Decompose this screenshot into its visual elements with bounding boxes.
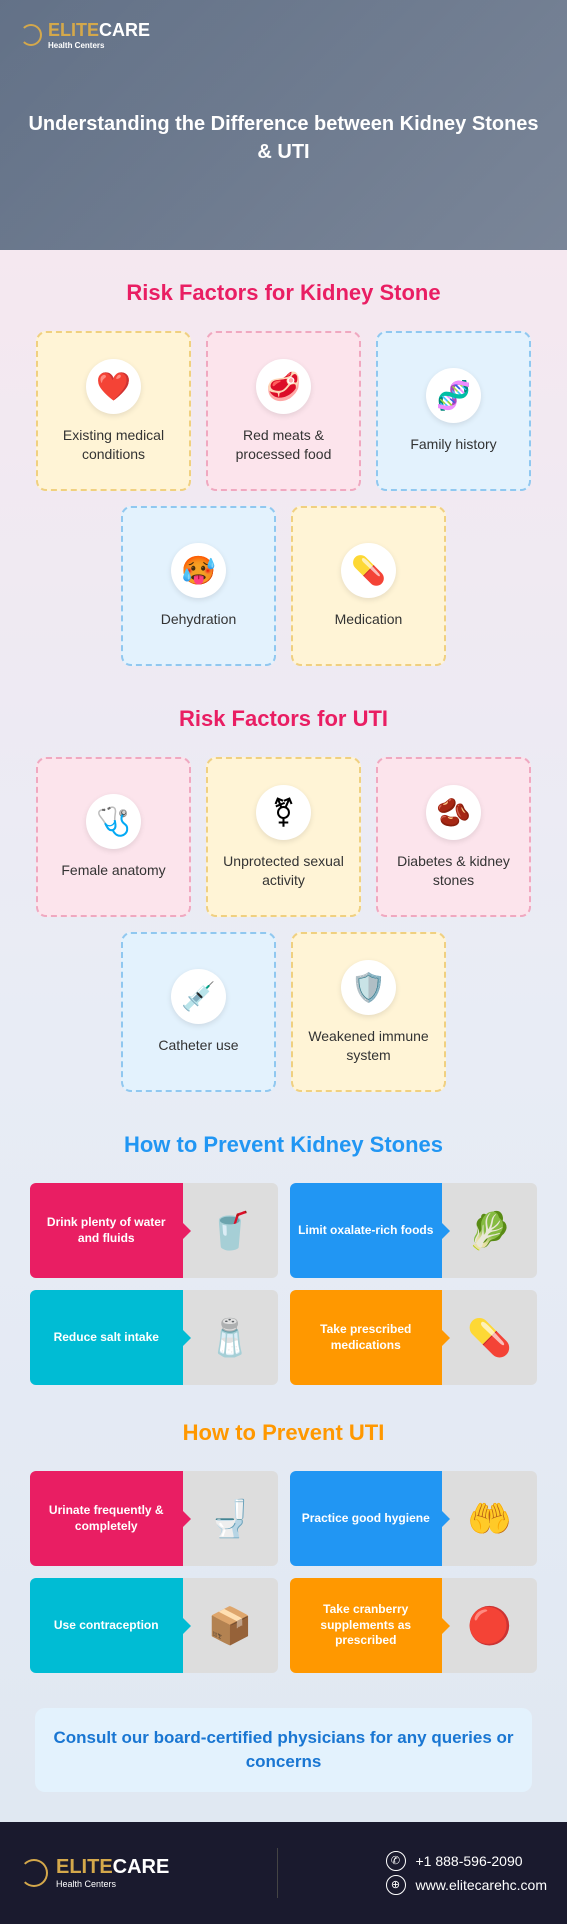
- section-title-kidney-risk: Risk Factors for Kidney Stone: [20, 280, 547, 306]
- risk-card: 🧬 Family history: [376, 331, 531, 491]
- card-label: Catheter use: [158, 1036, 238, 1054]
- prevent-card: Limit oxalate-rich foods 🥬: [290, 1183, 538, 1278]
- main-content: Risk Factors for Kidney Stone ❤️ Existin…: [0, 250, 567, 1822]
- card-label: Weakened immune system: [308, 1027, 429, 1063]
- prevent-card: Drink plenty of water and fluids 🥤: [30, 1183, 278, 1278]
- footer-brand-name: ELITECARE: [56, 1856, 169, 1878]
- phone-icon: ✆: [386, 1851, 406, 1871]
- risk-card: 🫘 Diabetes & kidney stones: [376, 757, 531, 917]
- card-label: Existing medical conditions: [53, 426, 174, 462]
- prevent-card: Reduce salt intake 🧂: [30, 1290, 278, 1385]
- card-icon: ⚧: [256, 785, 311, 840]
- footer-brand-tagline: Health Centers: [56, 1879, 169, 1889]
- prevent-image: 🤲: [442, 1471, 537, 1566]
- risk-card: 🥩 Red meats & processed food: [206, 331, 361, 491]
- prevent-image: 💊: [442, 1290, 537, 1385]
- logo-swirl-icon: [20, 24, 42, 46]
- card-label: Unprotected sexual activity: [223, 852, 344, 888]
- header-banner: ELITECARE Health Centers Understanding t…: [0, 0, 567, 250]
- prevent-label: Take cranberry supplements as prescribed: [290, 1578, 443, 1673]
- footer-phone: +1 888-596-2090: [416, 1853, 523, 1869]
- brand-name: ELITECARE: [48, 20, 150, 40]
- card-icon: 💉: [171, 969, 226, 1024]
- card-icon: 🥵: [171, 543, 226, 598]
- prevent-image: 🧂: [183, 1290, 278, 1385]
- section-title-uti-prevent: How to Prevent UTI: [20, 1420, 547, 1446]
- card-icon: 🧬: [426, 368, 481, 423]
- footer-logo: ELITECARE Health Centers: [20, 1856, 169, 1889]
- prevent-label: Practice good hygiene: [290, 1471, 443, 1566]
- logo-swirl-icon: [20, 1859, 48, 1887]
- prevent-card: Take cranberry supplements as prescribed…: [290, 1578, 538, 1673]
- card-icon: 🥩: [256, 359, 311, 414]
- card-label: Medication: [335, 610, 403, 628]
- brand-tagline: Health Centers: [48, 41, 150, 50]
- card-label: Family history: [410, 435, 496, 453]
- prevent-card: Take prescribed medications 💊: [290, 1290, 538, 1385]
- section-title-kidney-prevent: How to Prevent Kidney Stones: [20, 1132, 547, 1158]
- risk-card: ❤️ Existing medical conditions: [36, 331, 191, 491]
- card-icon: 🛡️: [341, 960, 396, 1015]
- globe-icon: ⊕: [386, 1875, 406, 1895]
- prevent-card: Practice good hygiene 🤲: [290, 1471, 538, 1566]
- card-icon: 💊: [341, 543, 396, 598]
- prevent-image: 🔴: [442, 1578, 537, 1673]
- prevent-image: 🥬: [442, 1183, 537, 1278]
- card-label: Diabetes & kidney stones: [393, 852, 514, 888]
- card-label: Red meats & processed food: [223, 426, 344, 462]
- risk-card: 🥵 Dehydration: [121, 506, 276, 666]
- prevent-label: Use contraception: [30, 1578, 183, 1673]
- logo-top: ELITECARE Health Centers: [20, 20, 547, 50]
- prevent-image: 🥤: [183, 1183, 278, 1278]
- uti-prevent-grid: Urinate frequently & completely 🚽 Practi…: [20, 1471, 547, 1673]
- risk-card: 🛡️ Weakened immune system: [291, 932, 446, 1092]
- section-title-uti-risk: Risk Factors for UTI: [20, 706, 547, 732]
- page-title: Understanding the Difference between Kid…: [20, 110, 547, 166]
- card-icon: 🩺: [86, 794, 141, 849]
- prevent-label: Drink plenty of water and fluids: [30, 1183, 183, 1278]
- prevent-card: Use contraception 📦: [30, 1578, 278, 1673]
- risk-card: 💉 Catheter use: [121, 932, 276, 1092]
- prevent-card: Urinate frequently & completely 🚽: [30, 1471, 278, 1566]
- cta-banner: Consult our board-certified physicians f…: [35, 1708, 532, 1792]
- risk-card: ⚧ Unprotected sexual activity: [206, 757, 361, 917]
- footer-website: www.elitecarehc.com: [416, 1877, 548, 1893]
- kidney-prevent-grid: Drink plenty of water and fluids 🥤 Limit…: [20, 1183, 547, 1385]
- prevent-label: Reduce salt intake: [30, 1290, 183, 1385]
- risk-card: 🩺 Female anatomy: [36, 757, 191, 917]
- footer-phone-row: ✆ +1 888-596-2090: [386, 1851, 548, 1871]
- card-icon: 🫘: [426, 785, 481, 840]
- footer-website-row: ⊕ www.elitecarehc.com: [386, 1875, 548, 1895]
- footer: ELITECARE Health Centers ✆ +1 888-596-20…: [0, 1822, 567, 1924]
- footer-divider: [277, 1848, 278, 1898]
- card-label: Female anatomy: [61, 861, 165, 879]
- prevent-label: Take prescribed medications: [290, 1290, 443, 1385]
- kidney-risk-grid: ❤️ Existing medical conditions 🥩 Red mea…: [20, 331, 547, 666]
- card-icon: ❤️: [86, 359, 141, 414]
- prevent-label: Urinate frequently & completely: [30, 1471, 183, 1566]
- uti-risk-grid: 🩺 Female anatomy ⚧ Unprotected sexual ac…: [20, 757, 547, 1092]
- prevent-image: 📦: [183, 1578, 278, 1673]
- prevent-image: 🚽: [183, 1471, 278, 1566]
- card-label: Dehydration: [161, 610, 237, 628]
- prevent-label: Limit oxalate-rich foods: [290, 1183, 443, 1278]
- risk-card: 💊 Medication: [291, 506, 446, 666]
- footer-contact: ✆ +1 888-596-2090 ⊕ www.elitecarehc.com: [386, 1847, 548, 1899]
